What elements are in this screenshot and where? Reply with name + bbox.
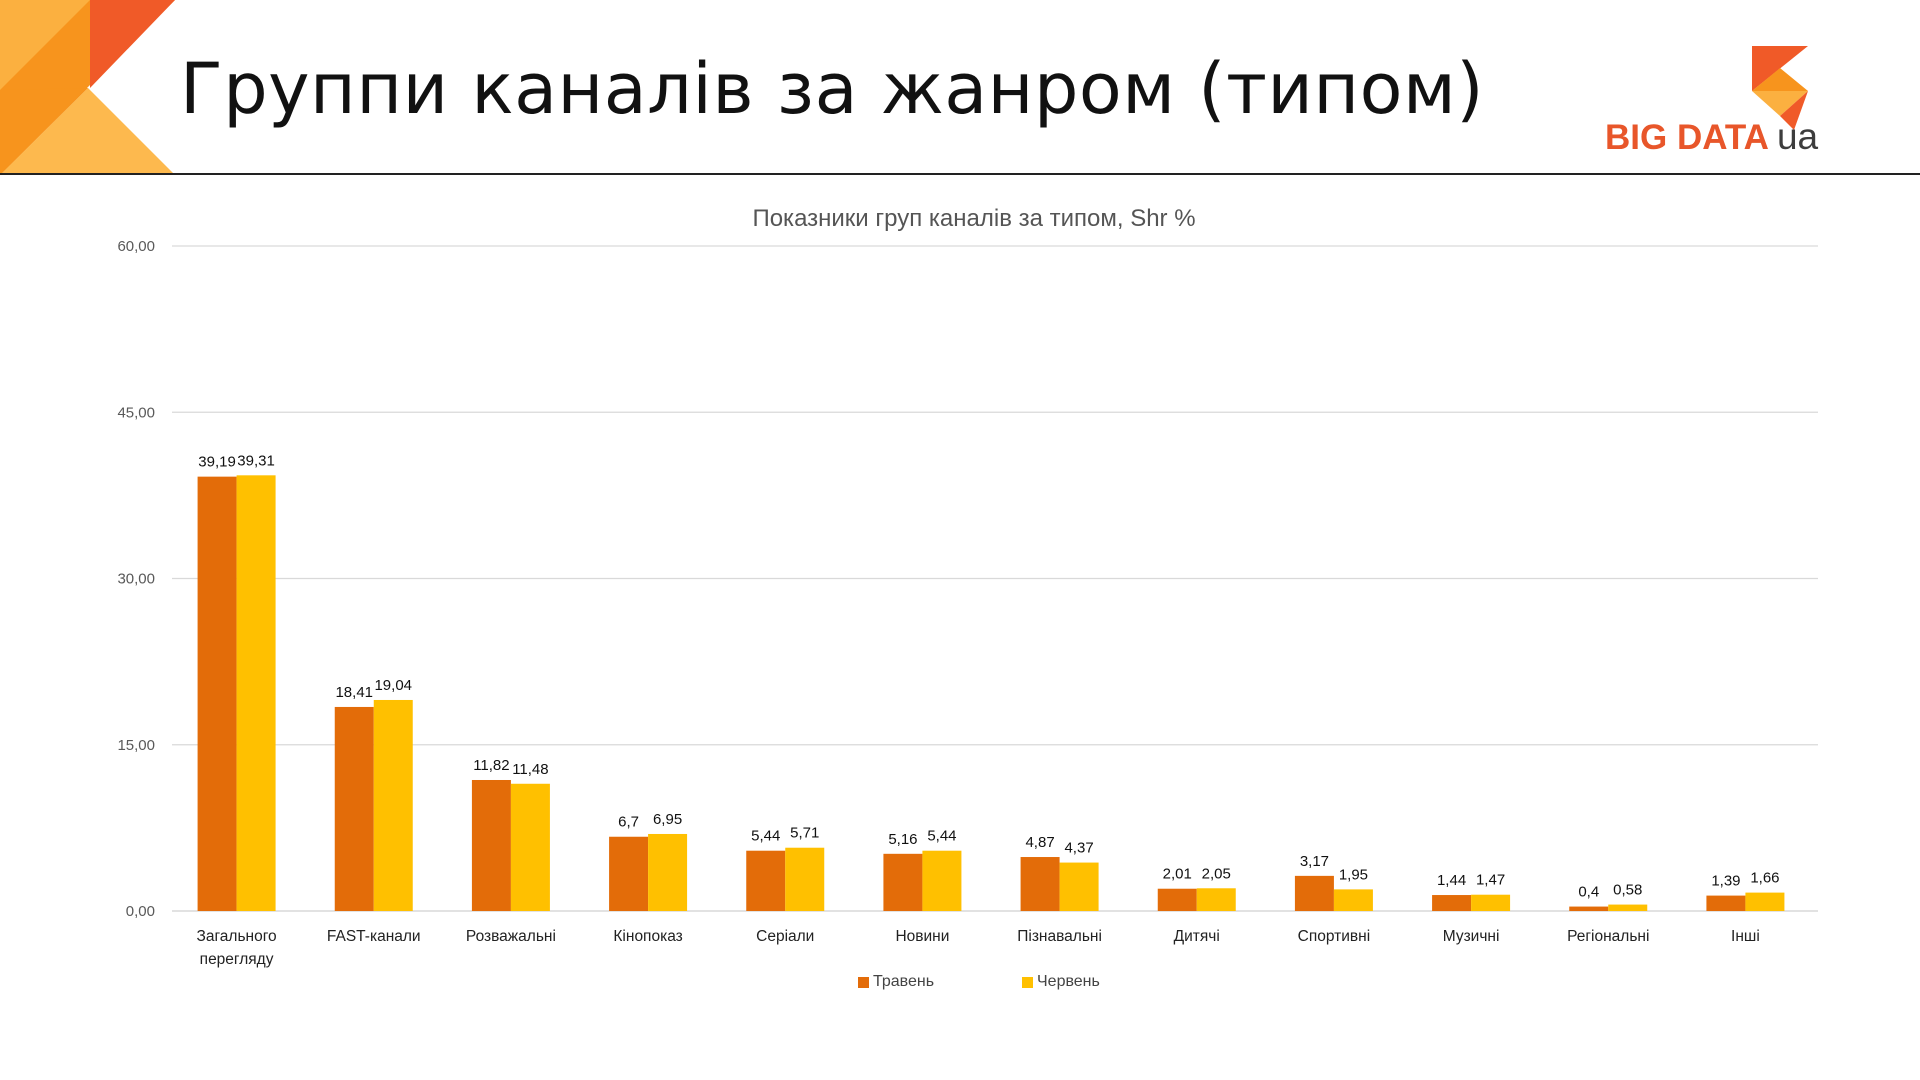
- x-tick-label: Музичні: [1443, 928, 1500, 945]
- data-label: 11,82: [473, 757, 509, 774]
- data-label: 2,01: [1163, 866, 1192, 883]
- y-tick-label: 30,00: [117, 571, 155, 588]
- bar-series-2: [648, 833, 688, 911]
- data-label: 19,04: [374, 677, 412, 694]
- x-tick-label: перегляду: [200, 951, 274, 968]
- bar-series-2: [1745, 892, 1785, 911]
- data-label: 6,95: [653, 811, 682, 828]
- data-label: 3,17: [1300, 853, 1329, 870]
- y-tick-label: 45,00: [117, 404, 155, 421]
- x-tick-label: Новини: [895, 928, 949, 945]
- logo-suffix: ua: [1776, 116, 1819, 157]
- bar-series-2: [1333, 889, 1373, 911]
- legend-label-series-1: Травень: [873, 973, 935, 990]
- bar-series-2: [1471, 894, 1511, 911]
- data-label: 39,31: [237, 452, 275, 469]
- x-tick-label: Спортивні: [1298, 928, 1370, 945]
- legend-item-series-2: Червень: [1022, 973, 1100, 991]
- bar-series-1: [1569, 906, 1609, 911]
- legend-label-series-2: Червень: [1037, 973, 1100, 990]
- bar-series-1: [1294, 875, 1334, 911]
- data-label: 4,37: [1064, 840, 1093, 857]
- bar-series-2: [236, 475, 276, 911]
- bar-series-1: [471, 779, 511, 911]
- y-tick-label: 60,00: [117, 238, 155, 255]
- bar-series-1: [746, 850, 786, 911]
- data-label: 1,66: [1750, 870, 1779, 887]
- x-tick-label: Кінопоказ: [613, 928, 682, 945]
- data-label: 5,44: [927, 828, 956, 845]
- logo-text: BIG DATA ua: [1605, 116, 1818, 158]
- y-tick-label: 15,00: [117, 737, 155, 754]
- x-tick-label: Регіональні: [1567, 928, 1649, 945]
- data-label: 2,05: [1202, 865, 1231, 882]
- bar-series-2: [922, 850, 962, 911]
- data-label: 0,58: [1613, 882, 1642, 899]
- bar-series-1: [1432, 895, 1472, 911]
- legend-swatch-series-2: [1022, 976, 1033, 988]
- data-label: 0,4: [1578, 884, 1599, 901]
- header-divider: [0, 173, 1920, 175]
- bar-series-1: [1706, 895, 1746, 911]
- data-label: 5,71: [790, 825, 819, 842]
- bar-series-2: [510, 783, 550, 911]
- data-label: 1,44: [1437, 872, 1466, 889]
- x-tick-label: Пізнавальні: [1017, 928, 1102, 945]
- x-tick-label: Загального: [197, 928, 277, 945]
- x-tick-label: Інші: [1731, 928, 1760, 945]
- x-tick-label: Розважальні: [466, 928, 556, 945]
- bar-series-1: [334, 706, 374, 911]
- company-logo: BIG DATA ua: [1605, 46, 1835, 158]
- data-label: 11,48: [512, 761, 548, 778]
- data-label: 39,19: [198, 454, 236, 471]
- data-label: 18,41: [335, 684, 373, 701]
- bar-series-2: [1196, 888, 1236, 911]
- bar-series-1: [1157, 888, 1197, 911]
- bar-series-2: [1059, 862, 1099, 911]
- bar-series-1: [609, 836, 649, 911]
- bar-series-1: [197, 476, 237, 911]
- legend-item-series-1: Травень: [858, 973, 934, 991]
- data-label: 6,7: [618, 814, 639, 831]
- data-label: 4,87: [1025, 834, 1054, 851]
- x-tick-label: Серіали: [756, 928, 814, 945]
- legend-swatch-series-1: [858, 976, 869, 988]
- data-label: 1,47: [1476, 872, 1505, 889]
- x-tick-label: Дитячі: [1174, 928, 1220, 945]
- logo-arrow-icon: [1752, 46, 1808, 130]
- data-label: 1,39: [1711, 873, 1740, 890]
- slide-title: Группи каналів за жанром (типом): [180, 48, 1485, 130]
- logo-wordmark: BIG DATA: [1605, 118, 1769, 157]
- bar-series-1: [1020, 857, 1060, 911]
- bar-series-2: [373, 699, 413, 911]
- bar-series-2: [1608, 904, 1648, 911]
- bar-series-2: [785, 847, 825, 911]
- chart-title: Показники груп каналів за типом, Shr %: [752, 205, 1196, 232]
- data-label: 5,16: [888, 831, 917, 848]
- bar-series-1: [883, 853, 923, 911]
- data-label: 1,95: [1339, 866, 1368, 883]
- data-label: 5,44: [751, 828, 780, 845]
- corner-decoration: [0, 0, 175, 175]
- x-tick-label: FAST-канали: [327, 928, 421, 945]
- y-tick-label: 0,00: [126, 903, 155, 920]
